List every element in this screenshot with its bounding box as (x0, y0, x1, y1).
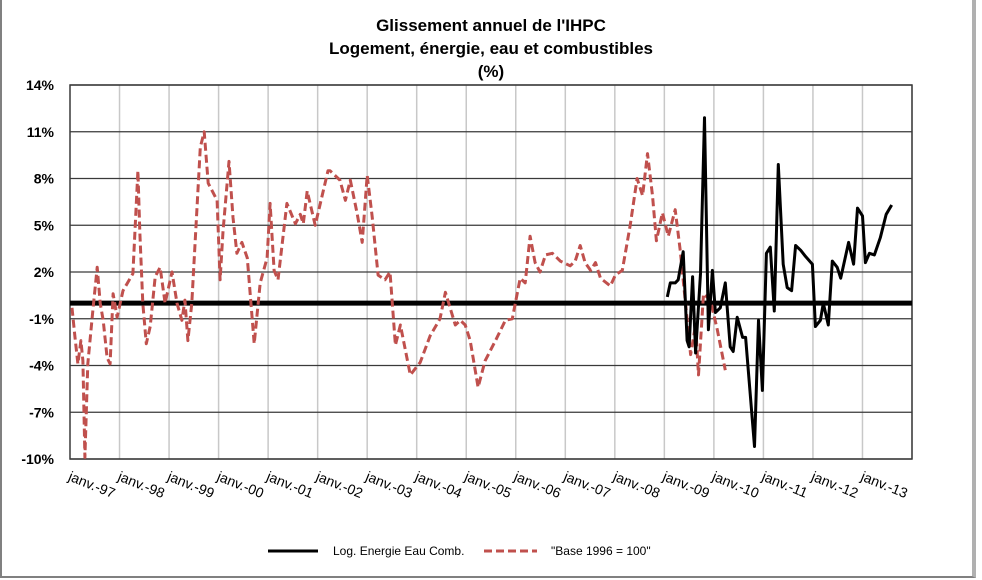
x-tick-label: janv.-11 (759, 468, 810, 501)
x-tick-label: janv.-99 (165, 468, 217, 502)
x-axis: janv.-97janv.-98janv.-99janv.-00janv.-01… (65, 468, 910, 502)
x-tick-label: janv.-01 (264, 468, 316, 502)
x-tick-label: janv.-06 (511, 468, 563, 502)
x-tick-label: janv.-08 (610, 468, 662, 502)
y-tick-label: 5% (34, 217, 55, 233)
chart-title-line-1: Glissement annuel de l'IHPC (376, 16, 606, 35)
x-tick-label: janv.-10 (709, 468, 761, 502)
y-tick-label: 11% (27, 124, 55, 140)
y-tick-label: 8% (34, 171, 55, 187)
x-tick-label: janv.-04 (412, 468, 464, 502)
x-tick-label: janv.-98 (115, 468, 167, 502)
x-tick-label: janv.-03 (363, 468, 415, 502)
chart-title-line-2: Logement, énergie, eau et combustibles (329, 39, 653, 58)
x-tick-label: janv.-12 (808, 468, 860, 502)
x-tick-label: janv.-05 (462, 468, 514, 502)
plot-area-border (69, 84, 913, 460)
legend-label-base-1996: "Base 1996 = 100" (551, 544, 651, 558)
chart-title-line-3: (%) (478, 62, 504, 81)
x-tick-label: janv.-09 (660, 468, 712, 502)
y-tick-label: -1% (29, 311, 54, 327)
x-tick-label: janv.-00 (214, 468, 266, 502)
x-tick-label: janv.-07 (561, 468, 613, 502)
x-tick-label: janv.-97 (65, 468, 117, 502)
y-tick-label: -10% (21, 451, 54, 467)
x-tick-label: janv.-02 (313, 468, 365, 502)
legend: Log. Energie Eau Comb. "Base 1996 = 100" (268, 544, 651, 558)
y-tick-label: 14% (26, 77, 55, 93)
series-line-base-1996 (70, 130, 727, 459)
y-axis: 14% 11% 8% 5% 2% -1% -4% -7% -10% (21, 77, 54, 467)
y-tick-label: -7% (29, 404, 54, 420)
legend-label-log-energie: Log. Energie Eau Comb. (333, 544, 464, 558)
y-tick-label: 2% (34, 264, 55, 280)
series-line-log-energie (665, 116, 893, 448)
x-tick-label: janv.-13 (858, 468, 910, 502)
series-group (70, 116, 912, 459)
y-tick-label: -4% (29, 358, 54, 374)
